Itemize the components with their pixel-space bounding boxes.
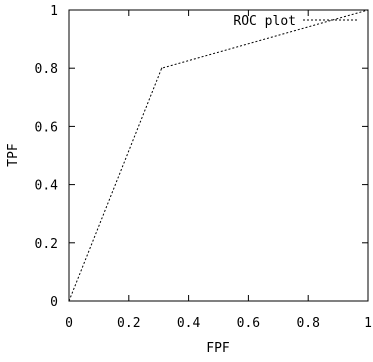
series — [68, 9, 369, 302]
y-axis-label: TPF — [6, 143, 21, 167]
data-point-0-2 — [367, 9, 369, 11]
legend: ROC plot — [233, 14, 358, 29]
tick-labels: 0 0.2 0.4 0.6 0.8 1 0 0.2 0.4 0.6 0.8 1 — [35, 4, 372, 331]
y-tick-label-2: 0.4 — [35, 179, 59, 194]
x-tick-label-2: 0.4 — [177, 316, 201, 331]
ticks — [68, 9, 369, 302]
x-axis-label: FPF — [206, 341, 230, 356]
plot-frame — [68, 9, 369, 302]
x-tick-label-1: 0.2 — [117, 316, 140, 331]
x-tick-label-3: 0.6 — [237, 316, 260, 331]
data-point-0-0 — [68, 300, 70, 302]
legend-label: ROC plot — [233, 14, 296, 29]
y-tick-label-0: 0 — [50, 295, 58, 310]
data-point-0-1 — [161, 67, 163, 69]
x-tick-label-5: 1 — [364, 316, 372, 331]
y-tick-label-3: 0.6 — [35, 120, 58, 135]
x-tick-label-4: 0.8 — [296, 316, 319, 331]
x-tick-label-0: 0 — [65, 316, 73, 331]
series-line-0 — [68, 9, 369, 302]
y-tick-label-1: 0.2 — [35, 237, 58, 252]
y-tick-label-4: 0.8 — [35, 62, 58, 77]
y-tick-label-5: 1 — [50, 4, 58, 19]
